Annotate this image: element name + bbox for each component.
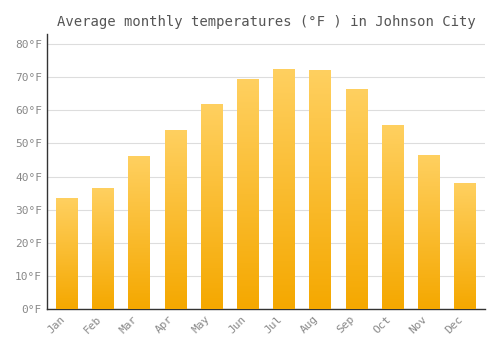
Title: Average monthly temperatures (°F ) in Johnson City: Average monthly temperatures (°F ) in Jo…	[56, 15, 476, 29]
